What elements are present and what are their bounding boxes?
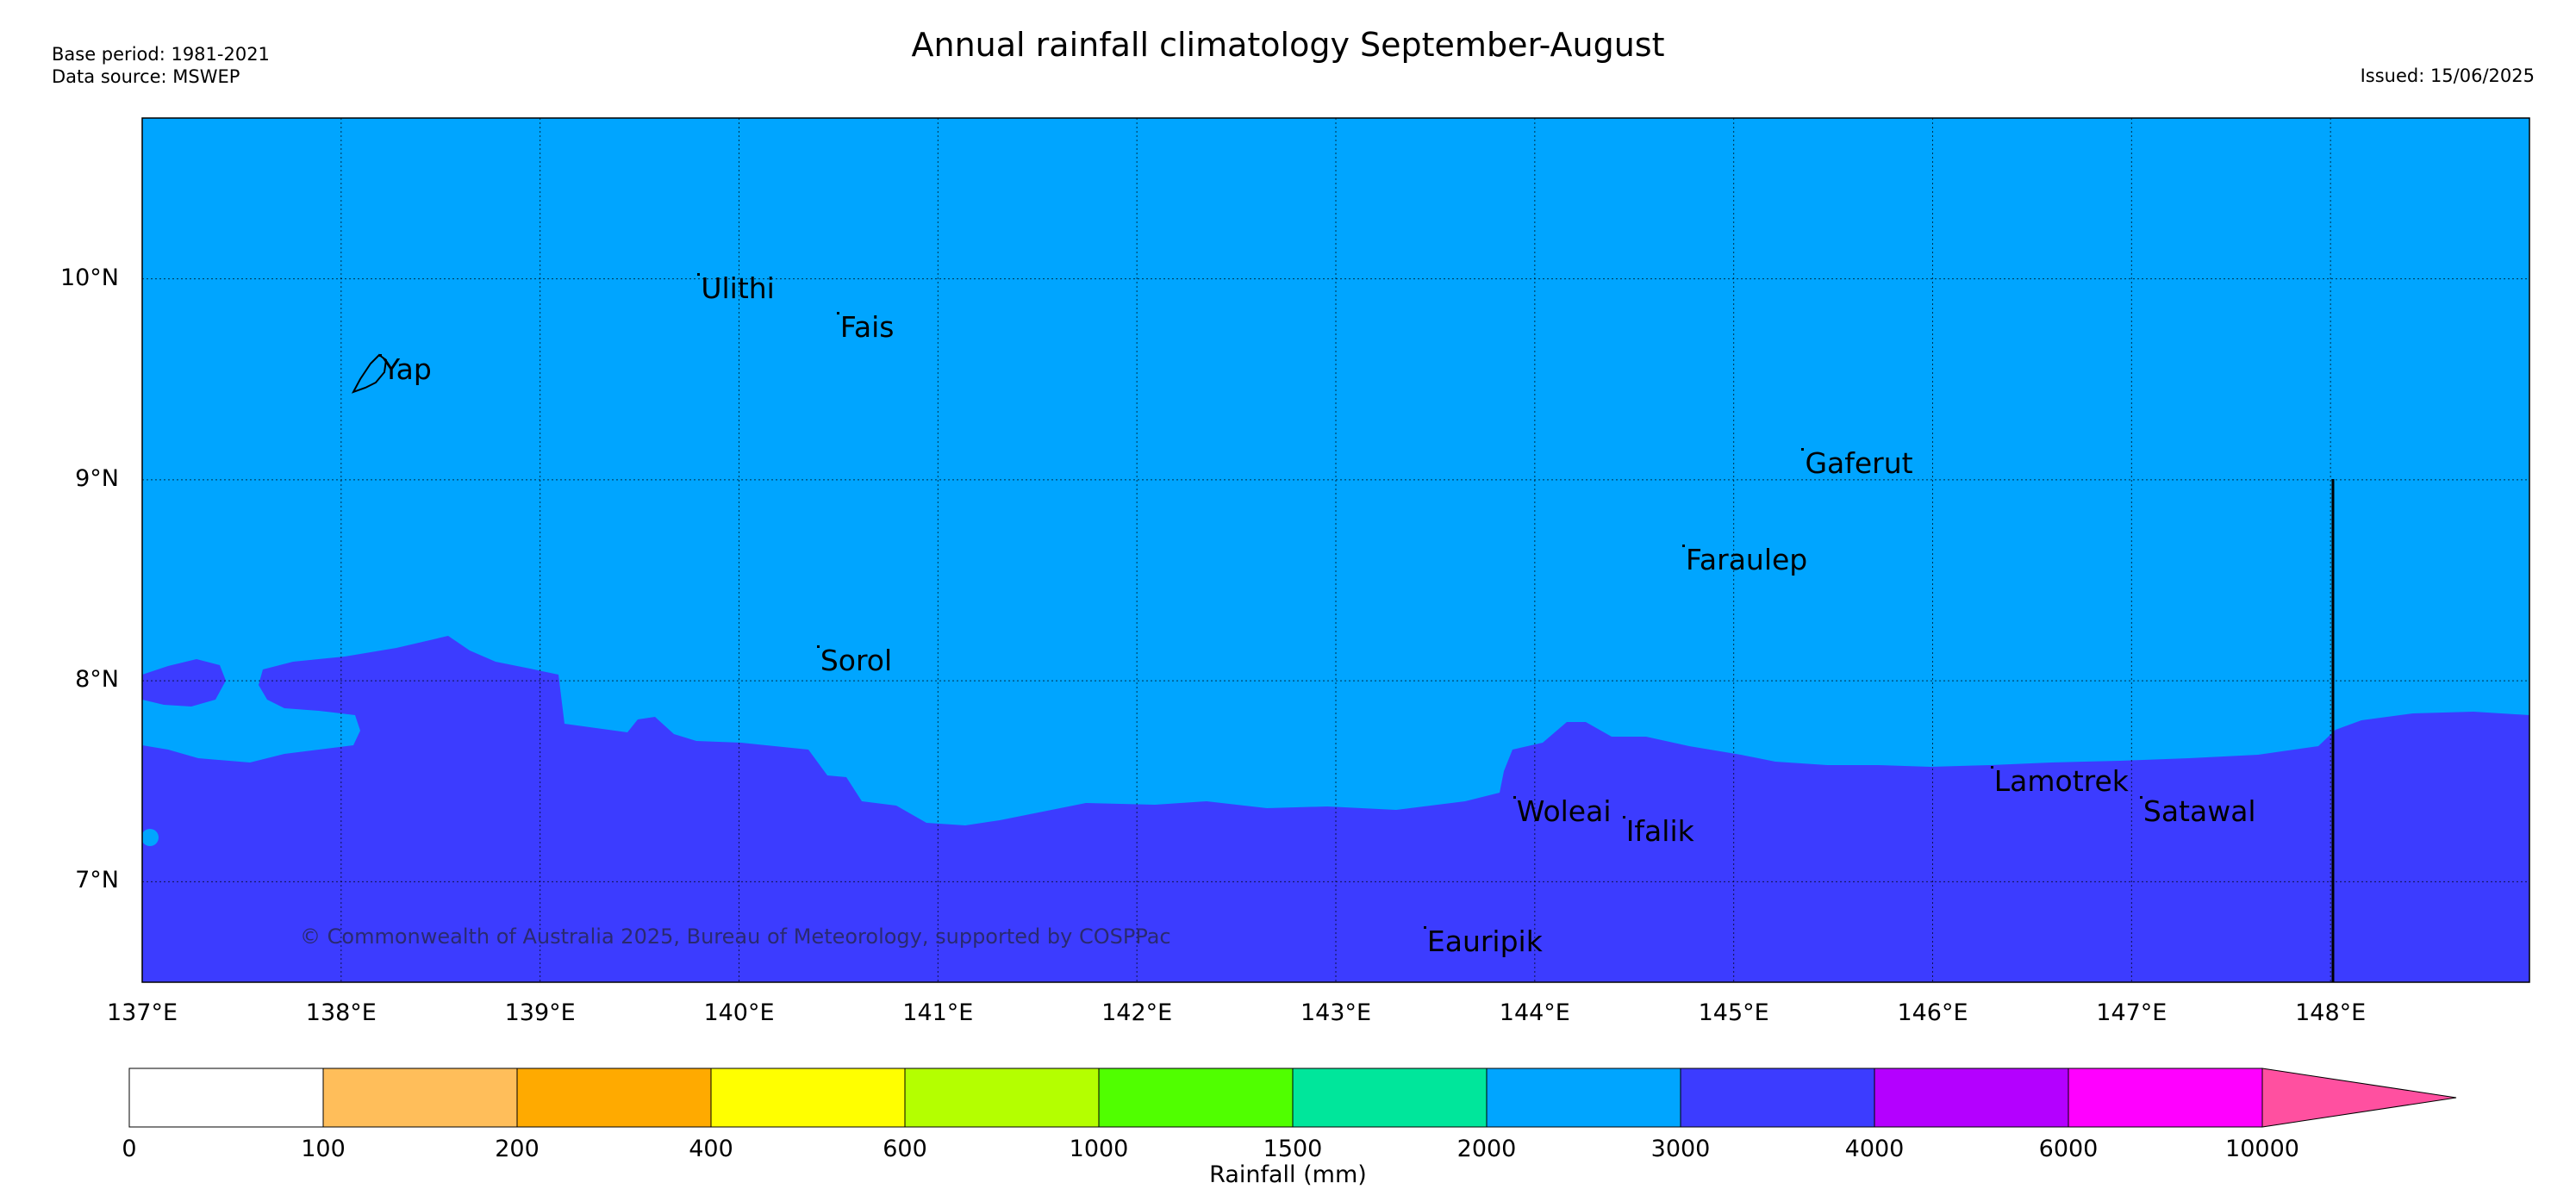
place-marker bbox=[1622, 816, 1625, 819]
colorbar-segment bbox=[2068, 1068, 2263, 1128]
colorbar-segment bbox=[1680, 1068, 1875, 1128]
colorbar-segment bbox=[516, 1068, 712, 1128]
colorbar-tick-label: 200 bbox=[495, 1136, 540, 1162]
place-label: Woleai bbox=[1516, 794, 1612, 828]
colorbar bbox=[128, 1068, 2457, 1128]
colorbar-tick-label: 100 bbox=[301, 1136, 346, 1162]
colorbar-segment bbox=[1098, 1068, 1294, 1128]
colorbar-tick-label: 1000 bbox=[1069, 1136, 1129, 1162]
page-title: Annual rainfall climatology September-Au… bbox=[911, 26, 1665, 64]
colorbar-tick-label: 10000 bbox=[2225, 1136, 2299, 1162]
place-label: Eauripik bbox=[1426, 924, 1543, 959]
place-label: Lamotrek bbox=[1993, 763, 2129, 798]
colorbar-tick-label: 400 bbox=[689, 1136, 733, 1162]
x-tick-label: 147°E bbox=[2096, 999, 2167, 1026]
issued-date: Issued: 15/06/2025 bbox=[2360, 65, 2535, 86]
x-tick-label: 148°E bbox=[2295, 999, 2367, 1026]
colorbar-tick-label: 4000 bbox=[1844, 1136, 1905, 1162]
colorbar-label: Rainfall (mm) bbox=[1209, 1161, 1367, 1188]
rain-patch-light bbox=[142, 829, 159, 846]
place-marker bbox=[1801, 448, 1805, 451]
x-tick-label: 137°E bbox=[106, 999, 178, 1026]
colorbar-segment bbox=[904, 1068, 1100, 1128]
colorbar-tick-label: 600 bbox=[883, 1136, 927, 1162]
data-source-label: Data source: MSWEP bbox=[52, 66, 240, 87]
colorbar-tick-label: 3000 bbox=[1650, 1136, 1711, 1162]
place-label: Ulithi bbox=[701, 271, 775, 306]
place-label: Satawal bbox=[2143, 794, 2256, 828]
colorbar-segment bbox=[128, 1068, 324, 1128]
place-label: Sorol bbox=[820, 643, 893, 677]
place-marker bbox=[697, 273, 701, 277]
map-frame bbox=[141, 117, 2530, 983]
colorbar-segment bbox=[710, 1068, 906, 1128]
place-label: Gaferut bbox=[1805, 446, 1913, 481]
x-tick-label: 138°E bbox=[305, 999, 377, 1026]
colorbar-segment bbox=[1486, 1068, 1681, 1128]
y-tick-label: 9°N bbox=[75, 464, 119, 492]
colorbar-tick-label: 2000 bbox=[1456, 1136, 1517, 1162]
place-marker bbox=[1990, 765, 1993, 769]
place-marker bbox=[1513, 795, 1516, 799]
place-marker bbox=[2139, 795, 2143, 799]
place-marker bbox=[1681, 545, 1685, 548]
yap-island-outline bbox=[351, 353, 388, 394]
place-marker bbox=[1423, 926, 1426, 930]
y-tick-label: 7°N bbox=[75, 867, 119, 894]
place-label: Yap bbox=[383, 352, 432, 386]
base-period-label: Base period: 1981-2021 bbox=[52, 44, 270, 65]
x-tick-label: 142°E bbox=[1101, 999, 1173, 1026]
colorbar-segment bbox=[322, 1068, 518, 1128]
place-label: Fais bbox=[839, 309, 895, 344]
colorbar-extend-arrow bbox=[2261, 1068, 2457, 1128]
y-tick-label: 10°N bbox=[59, 264, 119, 291]
x-tick-label: 146°E bbox=[1897, 999, 1968, 1026]
x-tick-label: 143°E bbox=[1300, 999, 1372, 1026]
x-tick-label: 145°E bbox=[1698, 999, 1769, 1026]
colorbar-tick-label: 0 bbox=[122, 1136, 137, 1162]
x-tick-label: 144°E bbox=[1499, 999, 1570, 1026]
place-marker bbox=[379, 353, 382, 357]
place-marker bbox=[836, 311, 839, 314]
x-tick-label: 141°E bbox=[902, 999, 974, 1026]
y-tick-label: 8°N bbox=[75, 666, 119, 694]
colorbar-tick-label: 1500 bbox=[1263, 1136, 1323, 1162]
place-label: Ifalik bbox=[1625, 814, 1694, 849]
copyright-notice: © Commonwealth of Australia 2025, Bureau… bbox=[300, 924, 1171, 949]
colorbar-tick-label: 6000 bbox=[2038, 1136, 2099, 1162]
colorbar-segment bbox=[1292, 1068, 1488, 1128]
x-tick-label: 140°E bbox=[703, 999, 775, 1026]
place-label: Faraulep bbox=[1685, 543, 1808, 577]
x-tick-label: 139°E bbox=[504, 999, 576, 1026]
place-marker bbox=[816, 644, 820, 648]
colorbar-segment bbox=[1874, 1068, 2069, 1128]
